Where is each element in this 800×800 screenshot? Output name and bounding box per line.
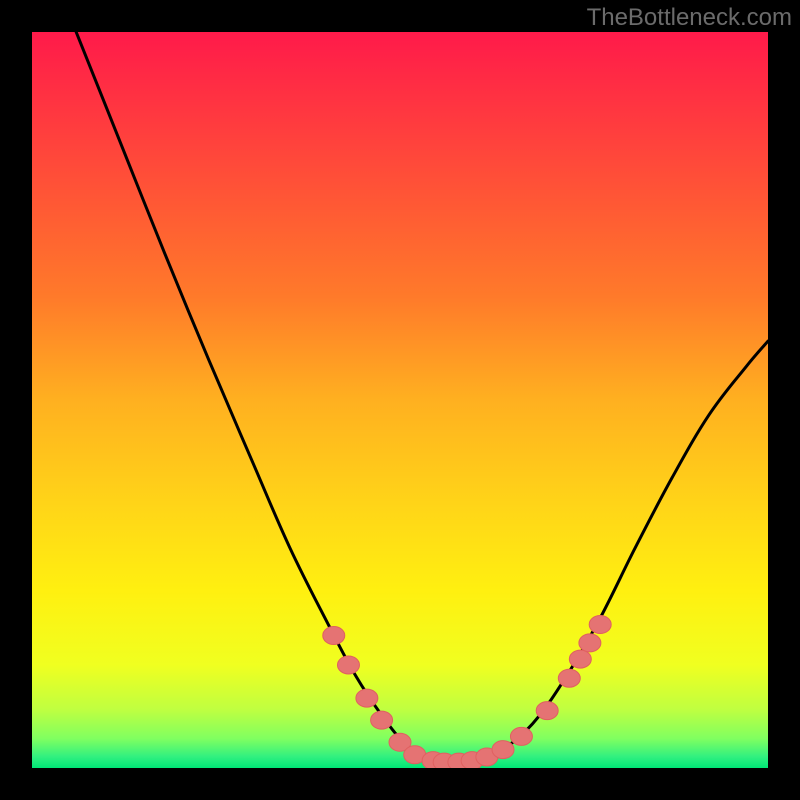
data-marker — [371, 711, 393, 729]
data-marker — [510, 727, 532, 745]
data-marker — [356, 689, 378, 707]
chart-background — [32, 32, 768, 768]
watermark-text: TheBottleneck.com — [587, 4, 792, 32]
data-marker — [569, 650, 591, 668]
data-marker — [589, 615, 611, 633]
data-marker — [579, 634, 601, 652]
plot-svg — [32, 32, 768, 768]
chart-frame: TheBottleneck.com — [0, 0, 800, 800]
data-marker — [337, 656, 359, 674]
plot-area — [32, 32, 768, 768]
data-marker — [558, 669, 580, 687]
data-marker — [492, 741, 514, 759]
data-marker — [536, 702, 558, 720]
data-marker — [323, 627, 345, 645]
